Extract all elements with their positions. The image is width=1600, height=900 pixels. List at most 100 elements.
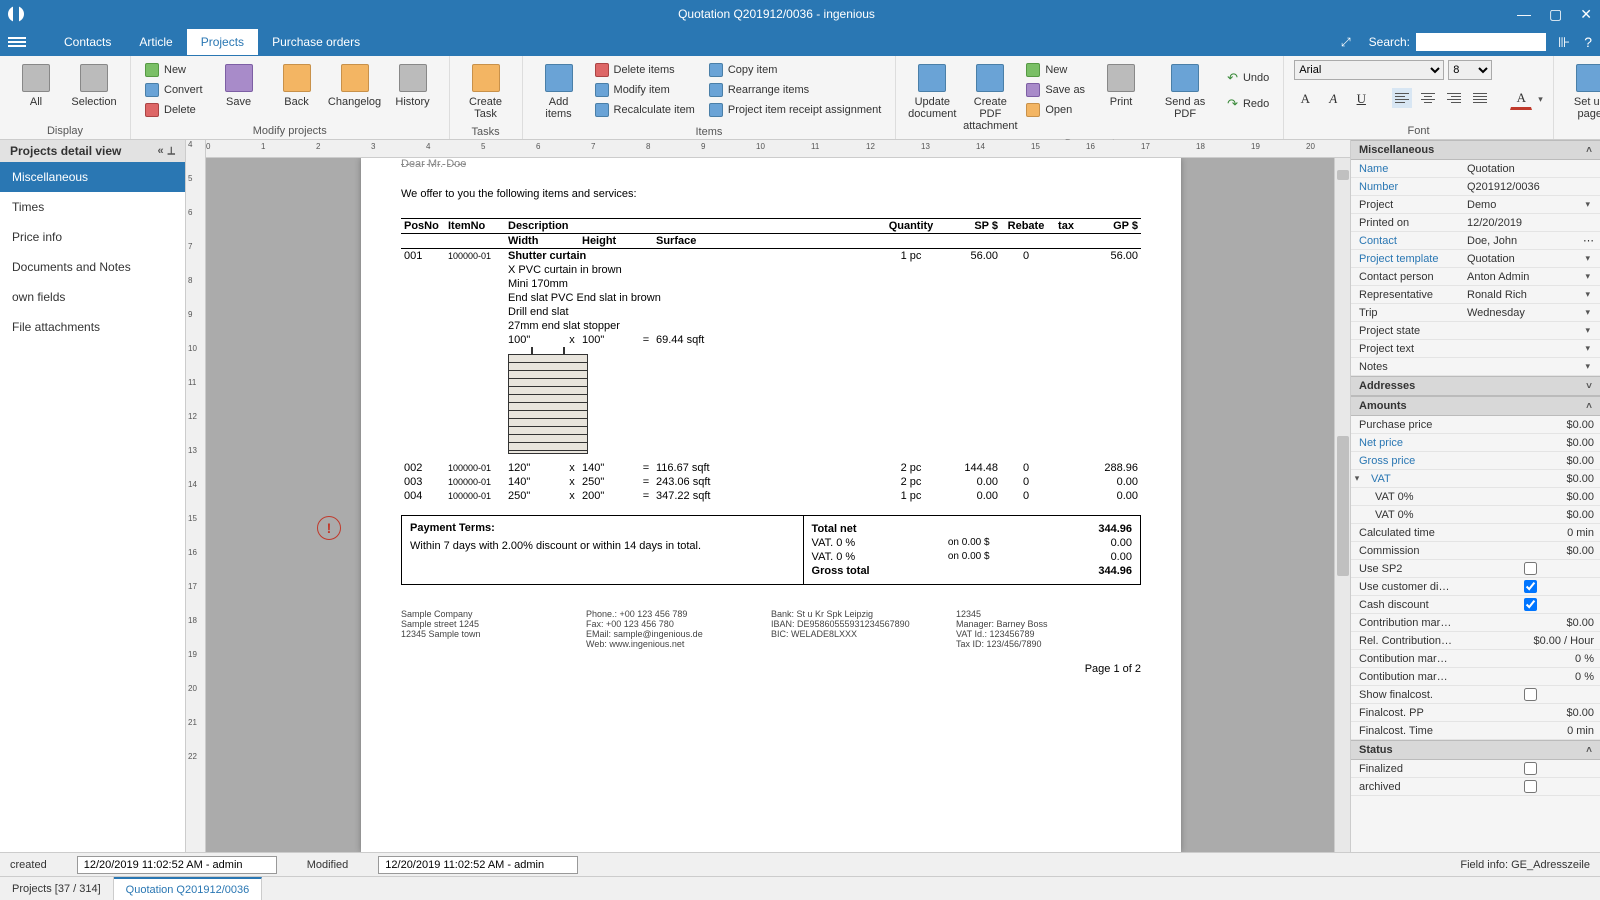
doc-open-button[interactable]: Open: [1022, 100, 1089, 120]
sidebar-item-times[interactable]: Times: [0, 192, 185, 222]
history-button[interactable]: History: [387, 60, 439, 112]
delete-items-button[interactable]: Delete items: [591, 60, 699, 80]
prop-row[interactable]: Project templateQuotation▾: [1351, 250, 1600, 268]
menu-article[interactable]: Article: [125, 29, 186, 55]
display-all-button[interactable]: All: [10, 60, 62, 112]
prop-row[interactable]: VAT 0%$0.00: [1351, 488, 1600, 506]
copy-item-button[interactable]: Copy item: [705, 60, 885, 80]
collapse-icon[interactable]: «: [158, 145, 164, 158]
changelog-button[interactable]: Changelog: [329, 60, 381, 112]
menu-projects[interactable]: Projects: [187, 29, 258, 55]
barcode-icon[interactable]: ⊪: [1558, 34, 1570, 51]
created-value[interactable]: [77, 856, 277, 874]
help-icon[interactable]: ?: [1584, 34, 1592, 51]
sidebar-item-miscellaneous[interactable]: Miscellaneous: [0, 162, 185, 192]
maximize-icon[interactable]: ▢: [1549, 6, 1562, 23]
hamburger-icon[interactable]: [8, 35, 26, 49]
prop-row[interactable]: archived: [1351, 778, 1600, 796]
prop-row[interactable]: Cash discount: [1351, 596, 1600, 614]
prop-row[interactable]: Contibution margin ...0 %: [1351, 668, 1600, 686]
prop-row[interactable]: ContactDoe, John ⋯: [1351, 232, 1600, 250]
checkbox[interactable]: [1524, 580, 1537, 593]
new-button[interactable]: New: [141, 60, 207, 80]
prop-row[interactable]: Project state▾: [1351, 322, 1600, 340]
align-left-button[interactable]: [1392, 88, 1412, 108]
bold-button[interactable]: A: [1294, 88, 1316, 110]
prop-row[interactable]: VAT 0%$0.00: [1351, 506, 1600, 524]
italic-button[interactable]: A: [1322, 88, 1344, 110]
font-color-button[interactable]: A: [1510, 88, 1532, 110]
sidebar-item-own-fields[interactable]: own fields: [0, 282, 185, 312]
tab-quotation[interactable]: Quotation Q201912/0036: [114, 877, 263, 900]
vertical-scrollbar[interactable]: [1334, 158, 1350, 852]
update-doc-button[interactable]: Update document: [906, 60, 958, 124]
prop-row[interactable]: Calculated time0 min: [1351, 524, 1600, 542]
prop-row[interactable]: Commission$0.00: [1351, 542, 1600, 560]
prop-row[interactable]: NumberQ201912/0036: [1351, 178, 1600, 196]
menu-contacts[interactable]: Contacts: [50, 29, 125, 55]
tab-projects[interactable]: Projects [37 / 314]: [0, 877, 114, 900]
modified-value[interactable]: [378, 856, 578, 874]
sidebar-item-attachments[interactable]: File attachments: [0, 312, 185, 342]
modify-item-button[interactable]: Modify item: [591, 80, 699, 100]
checkbox[interactable]: [1524, 562, 1537, 575]
prop-row[interactable]: TripWednesday▾: [1351, 304, 1600, 322]
prop-row[interactable]: Printed on12/20/2019: [1351, 214, 1600, 232]
chevron-down-icon[interactable]: ▾: [1538, 94, 1543, 105]
prop-row[interactable]: Rel. Contribution m...$0.00 / Hour: [1351, 632, 1600, 650]
back-button[interactable]: Back: [271, 60, 323, 112]
checkbox[interactable]: [1524, 762, 1537, 775]
recalculate-button[interactable]: Recalculate item: [591, 100, 699, 120]
warning-icon[interactable]: !: [317, 516, 341, 540]
align-center-button[interactable]: [1418, 88, 1438, 108]
print-button[interactable]: Print: [1095, 60, 1147, 112]
props-section-header[interactable]: Amounts˄: [1351, 396, 1600, 416]
prop-row[interactable]: ProjectDemo▾: [1351, 196, 1600, 214]
prop-row[interactable]: Purchase price$0.00: [1351, 416, 1600, 434]
send-pdf-button[interactable]: Send as PDF: [1153, 60, 1217, 124]
prop-row[interactable]: RepresentativeRonald Rich▾: [1351, 286, 1600, 304]
expand-icon[interactable]: ⤢: [1341, 35, 1351, 50]
redo-button[interactable]: ↷Redo: [1223, 94, 1273, 114]
prop-row[interactable]: Contribution margin$0.00: [1351, 614, 1600, 632]
prop-row[interactable]: Use SP2: [1351, 560, 1600, 578]
scroll-thumb[interactable]: [1337, 436, 1349, 576]
rearrange-button[interactable]: Rearrange items: [705, 80, 885, 100]
prop-row[interactable]: Gross price$0.00: [1351, 452, 1600, 470]
prop-row[interactable]: ▾VAT$0.00: [1351, 470, 1600, 488]
add-items-button[interactable]: Add items: [533, 60, 585, 124]
props-section-header[interactable]: Addresses˅: [1351, 376, 1600, 396]
receipt-button[interactable]: Project item receipt assignment: [705, 100, 885, 120]
pin-icon[interactable]: ⟂: [168, 145, 175, 158]
sidebar-item-price[interactable]: Price info: [0, 222, 185, 252]
close-icon[interactable]: ✕: [1580, 6, 1592, 23]
convert-button[interactable]: Convert: [141, 80, 207, 100]
align-right-button[interactable]: [1444, 88, 1464, 108]
underline-button[interactable]: U: [1350, 88, 1372, 110]
checkbox[interactable]: [1524, 780, 1537, 793]
prop-row[interactable]: Net price$0.00: [1351, 434, 1600, 452]
menu-purchase-orders[interactable]: Purchase orders: [258, 29, 374, 55]
checkbox[interactable]: [1524, 598, 1537, 611]
search-input[interactable]: [1416, 33, 1546, 51]
prop-row[interactable]: Project text▾: [1351, 340, 1600, 358]
minimize-icon[interactable]: —: [1517, 6, 1531, 23]
prop-row[interactable]: Finalcost. Time0 min: [1351, 722, 1600, 740]
prop-row[interactable]: Contibution margin ...0 %: [1351, 650, 1600, 668]
prop-row[interactable]: Use customer disco...: [1351, 578, 1600, 596]
scroll-up-icon[interactable]: [1337, 170, 1349, 180]
setup-page-button[interactable]: Set up page: [1564, 60, 1600, 124]
save-button[interactable]: Save: [213, 60, 265, 112]
create-pdf-button[interactable]: Create PDF attachment: [964, 60, 1016, 136]
create-task-button[interactable]: Create Task: [460, 60, 512, 124]
checkbox[interactable]: [1524, 688, 1537, 701]
prop-row[interactable]: Finalcost. PP$0.00: [1351, 704, 1600, 722]
props-section-header[interactable]: Miscellaneous˄: [1351, 140, 1600, 160]
delete-button[interactable]: Delete: [141, 100, 207, 120]
prop-row[interactable]: Finalized: [1351, 760, 1600, 778]
doc-saveas-button[interactable]: Save as: [1022, 80, 1089, 100]
font-family-select[interactable]: Arial: [1294, 60, 1444, 80]
sidebar-item-documents[interactable]: Documents and Notes: [0, 252, 185, 282]
prop-row[interactable]: Notes▾: [1351, 358, 1600, 376]
doc-new-button[interactable]: New: [1022, 60, 1089, 80]
